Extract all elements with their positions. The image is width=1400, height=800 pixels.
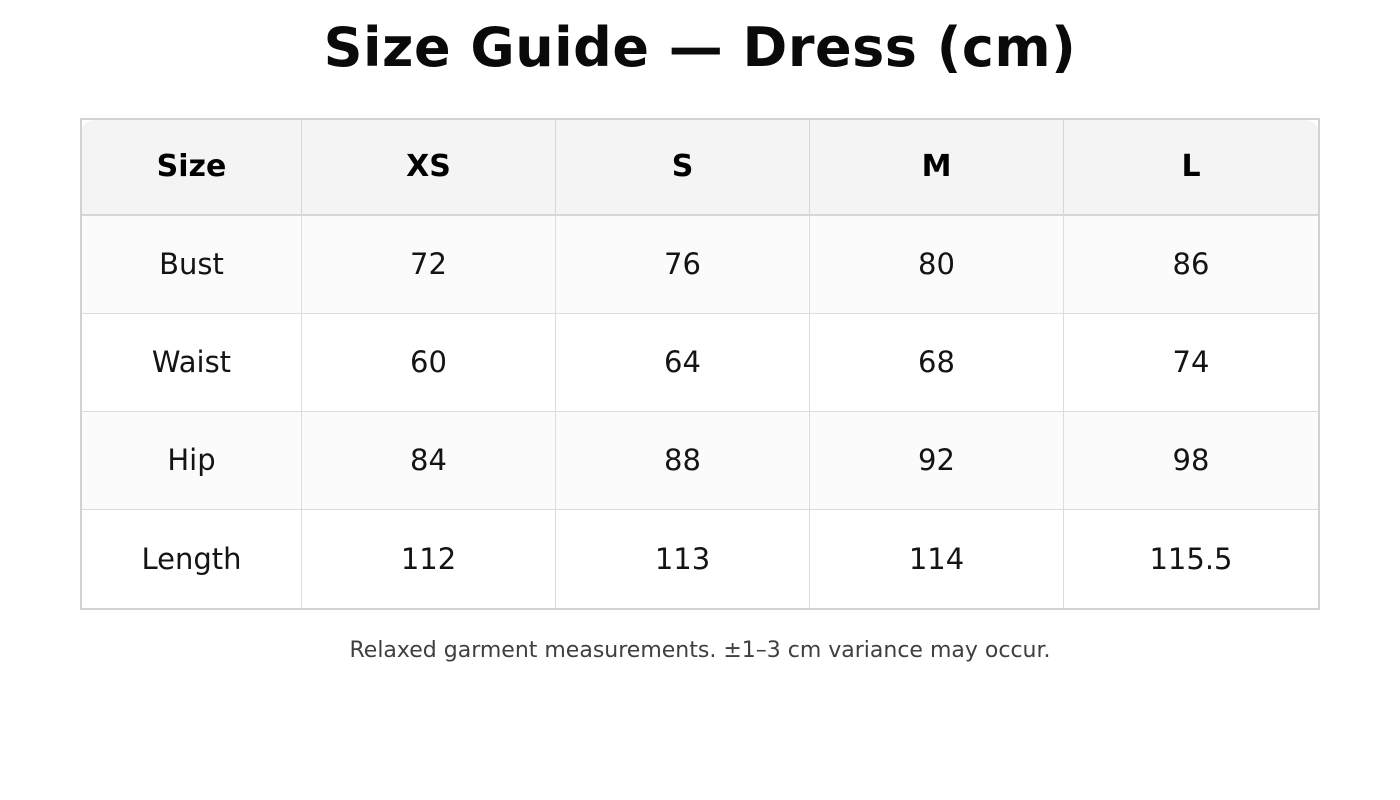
row-label-waist: Waist [82, 313, 302, 412]
column-header-size: Size [82, 119, 302, 216]
row-label-length: Length [82, 509, 302, 608]
cell-waist-l: 74 [1064, 313, 1318, 412]
table-row-bust: Bust 72 76 80 86 [82, 215, 1318, 314]
row-label-bust: Bust [82, 215, 302, 314]
cell-bust-l: 86 [1064, 215, 1318, 314]
cell-hip-s: 88 [556, 411, 810, 510]
table-row-waist: Waist 60 64 68 74 [82, 313, 1318, 412]
cell-hip-xs: 84 [302, 411, 556, 510]
table-row-length: Length 112 113 114 115.5 [82, 509, 1318, 608]
size-guide-table-container: Size XS S M L Bust 72 76 80 86 Waist 60 [80, 117, 1320, 610]
cell-waist-s: 64 [556, 313, 810, 412]
table-header-row: Size XS S M L [82, 119, 1318, 216]
cell-bust-s: 76 [556, 215, 810, 314]
cell-length-s: 113 [556, 509, 810, 608]
cell-hip-l: 98 [1064, 411, 1318, 510]
page-title: Size Guide — Dress (cm) [323, 16, 1077, 79]
row-label-hip: Hip [82, 411, 302, 510]
column-header-m: M [810, 119, 1064, 216]
column-header-s: S [556, 119, 810, 216]
table-row-hip: Hip 84 88 92 98 [82, 411, 1318, 510]
cell-length-xs: 112 [302, 509, 556, 608]
cell-waist-m: 68 [810, 313, 1064, 412]
footnote: Relaxed garment measurements. ±1–3 cm va… [349, 637, 1051, 663]
cell-length-m: 114 [810, 509, 1064, 608]
cell-length-l: 115.5 [1064, 509, 1318, 608]
size-guide-table: Size XS S M L Bust 72 76 80 86 Waist 60 [82, 119, 1318, 608]
cell-hip-m: 92 [810, 411, 1064, 510]
column-header-xs: XS [302, 119, 556, 216]
cell-bust-m: 80 [810, 215, 1064, 314]
cell-bust-xs: 72 [302, 215, 556, 314]
column-header-l: L [1064, 119, 1318, 216]
cell-waist-xs: 60 [302, 313, 556, 412]
